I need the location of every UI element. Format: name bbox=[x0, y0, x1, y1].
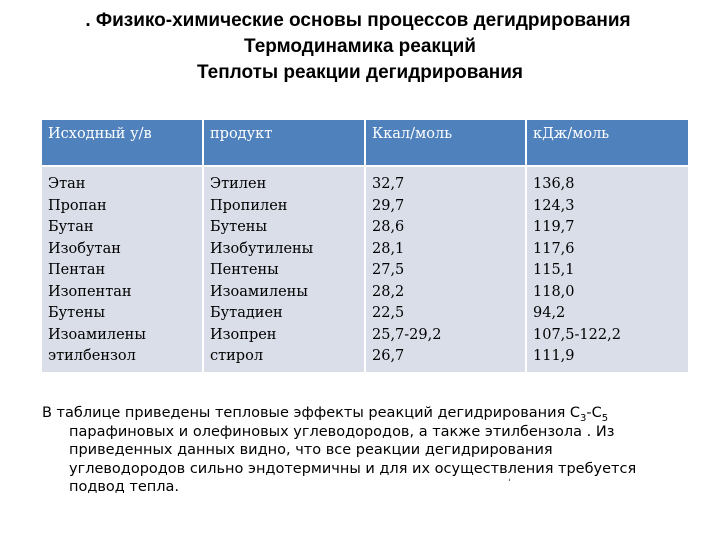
table-cell: 94,2 bbox=[533, 305, 566, 321]
table-row: Этан Пропан Бутан Изобутан Пентан Изопен… bbox=[42, 165, 688, 372]
column-product: Этилен Пропилен Бутены Изобутилены Пенте… bbox=[202, 165, 365, 372]
table-cell: Бутадиен bbox=[210, 305, 283, 321]
table-cell: 29,7 bbox=[372, 197, 405, 214]
title-line-1: . Физико-химические основы процессов дег… bbox=[85, 10, 631, 31]
table-cell: стирол bbox=[210, 348, 264, 364]
table-cell: Изопрен bbox=[210, 326, 277, 343]
table-cell: Изоамилены bbox=[48, 326, 146, 343]
table-cell: 119,7 bbox=[533, 219, 575, 235]
table-cell: Бутены bbox=[48, 305, 105, 321]
table-cell: 22,5 bbox=[372, 305, 405, 321]
paragraph-text: В таблице приведены тепловые эффекты реа… bbox=[42, 405, 581, 421]
table-cell: 25,7-29,2 bbox=[372, 326, 442, 343]
table-cell: 124,3 bbox=[533, 197, 575, 214]
table-cell: Этан bbox=[48, 176, 86, 192]
page-title: . Физико-химические основы процессов дег… bbox=[0, 8, 720, 86]
table-header-row: Исходный у/в продукт Ккал/моль кДж/моль bbox=[42, 120, 688, 166]
table-cell: Бутены bbox=[210, 219, 267, 235]
table-cell: Бутан bbox=[48, 219, 94, 235]
table-cell: 111,9 bbox=[533, 348, 575, 364]
table-cell: Пропан bbox=[48, 197, 107, 214]
title-line-3: Теплоты реакции дегидрирования bbox=[196, 62, 524, 83]
subscript: 5 bbox=[601, 412, 609, 424]
header-product: продукт bbox=[202, 120, 365, 166]
paragraph-line-2: парафиновых и олефиновых углеводородов, … bbox=[69, 423, 615, 440]
table-cell: Этилен bbox=[210, 176, 267, 192]
description-paragraph: В таблице приведены тепловые эффекты реа… bbox=[42, 404, 682, 497]
header-kj-mol: кДж/моль bbox=[525, 120, 688, 166]
table-cell: 115,1 bbox=[533, 262, 575, 278]
paragraph-line-3: приведенных данных видно, что все реакци… bbox=[69, 442, 553, 458]
table-cell: Пентан bbox=[48, 262, 106, 278]
table-cell: Изобутан bbox=[48, 240, 121, 257]
subscript: 3 bbox=[580, 412, 587, 424]
table-cell: 27,5 bbox=[372, 262, 405, 278]
table-cell: Изопентан bbox=[48, 283, 132, 300]
heats-table: Исходный у/в продукт Ккал/моль кДж/моль … bbox=[42, 120, 688, 372]
table-cell: 136,8 bbox=[533, 176, 575, 192]
table-cell: 32,7 bbox=[372, 176, 405, 192]
paragraph-line-1: В таблице приведены тепловые эффекты реа… bbox=[42, 404, 682, 423]
table-cell: 117,6 bbox=[533, 240, 575, 257]
table-cell: Пропилен bbox=[210, 197, 288, 214]
column-source-hydrocarbon: Этан Пропан Бутан Изобутан Пентан Изопен… bbox=[42, 165, 203, 372]
paragraph-line-4: углеводородов сильно эндотермичны и для … bbox=[69, 460, 637, 477]
paragraph-line-5: подвод тепла. bbox=[69, 479, 180, 495]
column-kcal-mol: 32,7 29,7 28,6 28,1 27,5 28,2 22,5 25,7-… bbox=[364, 165, 526, 372]
header-source-hydrocarbon: Исходный у/в bbox=[42, 120, 203, 166]
table-cell: 28,2 bbox=[372, 283, 405, 300]
table-cell: Пентены bbox=[210, 262, 279, 278]
table-cell: Изоамилены bbox=[210, 283, 308, 300]
table-cell: 28,6 bbox=[372, 219, 405, 235]
table-cell: этилбензол bbox=[48, 348, 136, 364]
table-cell: 118,0 bbox=[533, 283, 575, 300]
table-cell: Изобутилены bbox=[210, 240, 314, 257]
table-cell: 107,5-122,2 bbox=[533, 326, 621, 343]
title-line-2: Термодинамика реакций bbox=[244, 36, 476, 57]
column-kj-mol: 136,8 124,3 119,7 117,6 115,1 118,0 94,2… bbox=[525, 165, 688, 372]
paragraph-text: -С bbox=[586, 405, 602, 421]
table-cell: 28,1 bbox=[372, 240, 405, 257]
table-cell: 26,7 bbox=[372, 348, 405, 364]
header-kcal-mol: Ккал/моль bbox=[364, 120, 526, 166]
stray-mark: ʻ bbox=[508, 478, 512, 489]
